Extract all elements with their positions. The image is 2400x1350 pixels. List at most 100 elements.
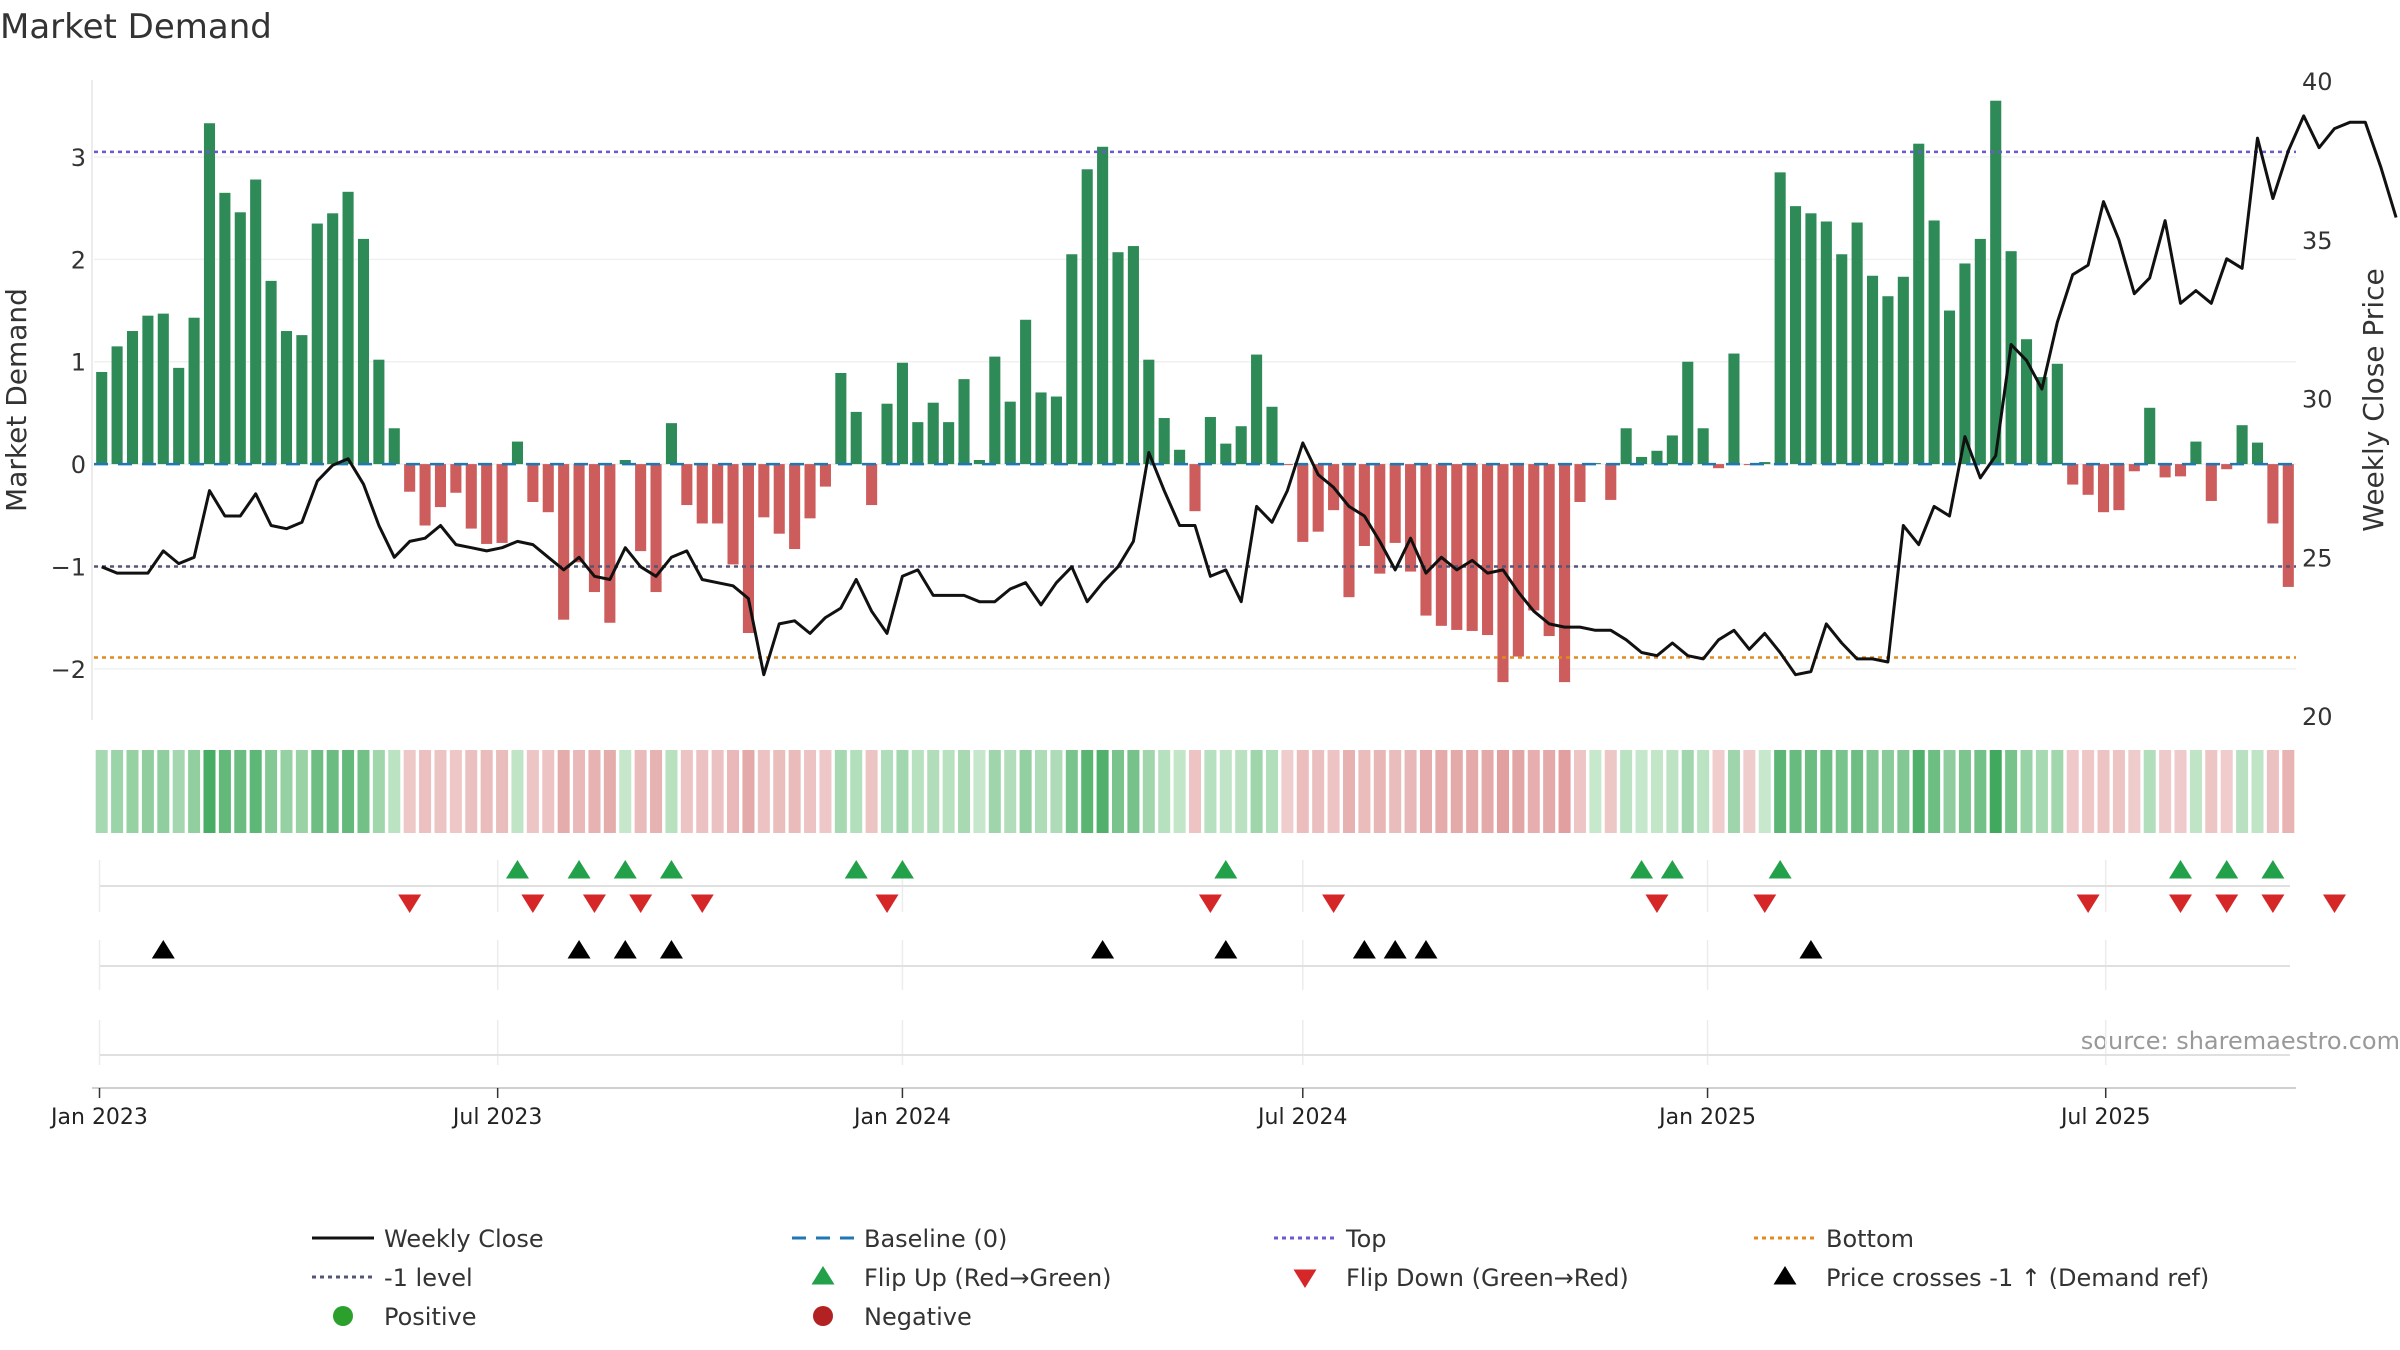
demand-bar — [1312, 464, 1324, 532]
heat-strip-cell — [388, 750, 401, 833]
flip-down-marker — [2322, 894, 2346, 913]
flip-up-marker — [890, 860, 914, 879]
flip-down-marker — [2076, 894, 2100, 913]
demand-bar — [943, 422, 955, 465]
x-tick-label: Jan 2023 — [49, 1105, 148, 1130]
flip-up-marker — [659, 860, 683, 879]
legend-label: -1 level — [384, 1264, 473, 1292]
legend-label: Positive — [384, 1303, 477, 1331]
flip-down-marker — [521, 894, 545, 913]
demand-bar — [973, 460, 985, 465]
demand-bar — [1790, 206, 1802, 465]
demand-bar — [1158, 418, 1170, 465]
demand-bar — [1974, 238, 1986, 465]
demand-bar — [1343, 464, 1355, 598]
demand-bar — [1636, 456, 1648, 465]
demand-bar — [2051, 363, 2063, 465]
demand-bar — [1605, 464, 1617, 500]
demand-bar — [2005, 251, 2017, 465]
heat-strip-cell — [1373, 750, 1386, 833]
heat-strip-cell — [1774, 750, 1787, 833]
demand-bar — [1913, 143, 1925, 465]
heat-strip-cell — [988, 750, 1001, 833]
y-axis-label-right: Weekly Close Price — [2357, 268, 2390, 531]
demand-bar — [173, 367, 185, 465]
y-tick-label-left: 2 — [71, 246, 86, 274]
heat-strip-cell — [1881, 750, 1894, 833]
price-cross-marker — [1352, 940, 1376, 959]
legend-label: Price crosses -1 ↑ (Demand ref) — [1826, 1264, 2209, 1292]
demand-bar — [573, 464, 585, 563]
heat-strip-cell — [1050, 750, 1063, 833]
heat-strip-cell — [1358, 750, 1371, 833]
y-tick-label-right: 20 — [2302, 703, 2333, 731]
heat-strip-cell — [1758, 750, 1771, 833]
heat-strip-cell — [526, 750, 539, 833]
demand-bar — [111, 346, 123, 465]
price-line-group — [101, 114, 2398, 677]
legend-item: Top — [1274, 1225, 1387, 1253]
heat-strip-cell — [1327, 750, 1340, 833]
demand-bar — [1559, 464, 1571, 683]
heat-strip-cell — [2005, 750, 2018, 833]
demand-bar — [265, 280, 277, 465]
heat-strip-cell — [1697, 750, 1710, 833]
heat-strip-cell — [1081, 750, 1094, 833]
demand-bar — [2282, 464, 2294, 587]
heat-strip-cell — [1188, 750, 1202, 833]
heat-strip-cell — [911, 750, 924, 833]
y-tick-label-left: 1 — [71, 349, 86, 377]
heat-strip-cell — [2097, 750, 2110, 833]
demand-bar — [373, 359, 385, 465]
demand-bar — [742, 464, 754, 633]
heat-strip-cell — [234, 750, 247, 833]
heat-strip-cell — [1404, 750, 1417, 833]
heat-strip-cell — [1743, 750, 1756, 833]
heat-strip-cell — [1265, 750, 1278, 833]
heat-strip-cell — [1589, 750, 1602, 833]
demand-bar — [1174, 449, 1186, 465]
demand-bar — [1866, 275, 1879, 465]
demand-bar — [2097, 464, 2110, 513]
demand-bar — [157, 313, 169, 465]
demand-bar — [2174, 464, 2187, 477]
demand-bar — [819, 464, 831, 487]
legend-item: Weekly Close — [312, 1225, 544, 1253]
heat-strip-cell — [2143, 750, 2156, 833]
flip-down-marker — [2215, 894, 2239, 913]
heat-strip-cell — [1496, 750, 1509, 833]
heat-strip-cell — [1342, 750, 1355, 833]
signal-markers — [100, 860, 2346, 1056]
heat-strip-cell — [1250, 750, 1263, 833]
demand-bar — [1420, 464, 1432, 616]
demand-bar — [896, 362, 908, 465]
demand-bar — [203, 123, 216, 465]
demand-bar — [1020, 319, 1032, 465]
demand-bar — [188, 317, 200, 465]
heat-strip-cell — [1573, 750, 1586, 833]
demand-bar — [342, 191, 354, 465]
heat-strip-cell — [1312, 750, 1325, 833]
heat-strip-cell — [958, 750, 971, 833]
legend-swatch-down-triangle — [1293, 1269, 1317, 1288]
demand-bar — [989, 356, 1001, 465]
demand-bar — [1697, 428, 1709, 465]
heat-strip-cell — [2189, 750, 2202, 833]
heat-strip-cell — [2128, 750, 2141, 833]
heat-strip-cell — [126, 750, 139, 833]
demand-bar — [1004, 401, 1016, 465]
heat-strip-cell — [634, 750, 647, 833]
demand-bar — [1990, 100, 2002, 465]
heat-strip-cell — [1389, 750, 1402, 833]
x-tick-label: Jul 2024 — [1256, 1105, 1348, 1130]
heat-strip-cell — [788, 750, 801, 833]
demand-bar — [465, 464, 477, 529]
flip-down-marker — [1753, 894, 1777, 913]
demand-bar — [1251, 354, 1263, 465]
chart-title: Market Demand — [0, 7, 272, 47]
demand-bar — [789, 464, 801, 550]
demand-bar — [696, 464, 708, 524]
heat-strip-cell — [773, 750, 786, 833]
flip-down-marker — [2169, 894, 2193, 913]
demand-bar — [1512, 464, 1524, 657]
